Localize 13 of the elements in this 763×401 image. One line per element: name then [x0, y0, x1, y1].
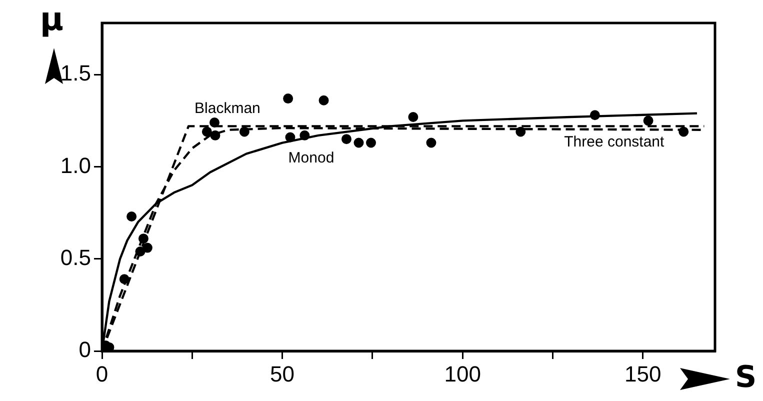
- x-tick-label: 150: [624, 361, 662, 386]
- x-tick-label: 100: [444, 361, 481, 386]
- series-label: Monod: [288, 149, 334, 166]
- y-tick-label: 0.5: [60, 244, 91, 270]
- x-tick-label: 50: [270, 361, 295, 386]
- y-tick-label: 1.5: [60, 60, 91, 86]
- y-tick-label: 1.0: [60, 152, 91, 178]
- y-tick-label: 0: [78, 337, 91, 362]
- x-axis-title: S: [735, 360, 757, 395]
- y-axis-title: μ: [40, 0, 64, 38]
- series-label: Blackman: [194, 100, 260, 117]
- series-label: Three constant: [564, 134, 666, 151]
- x-tick-label: 0: [96, 361, 108, 386]
